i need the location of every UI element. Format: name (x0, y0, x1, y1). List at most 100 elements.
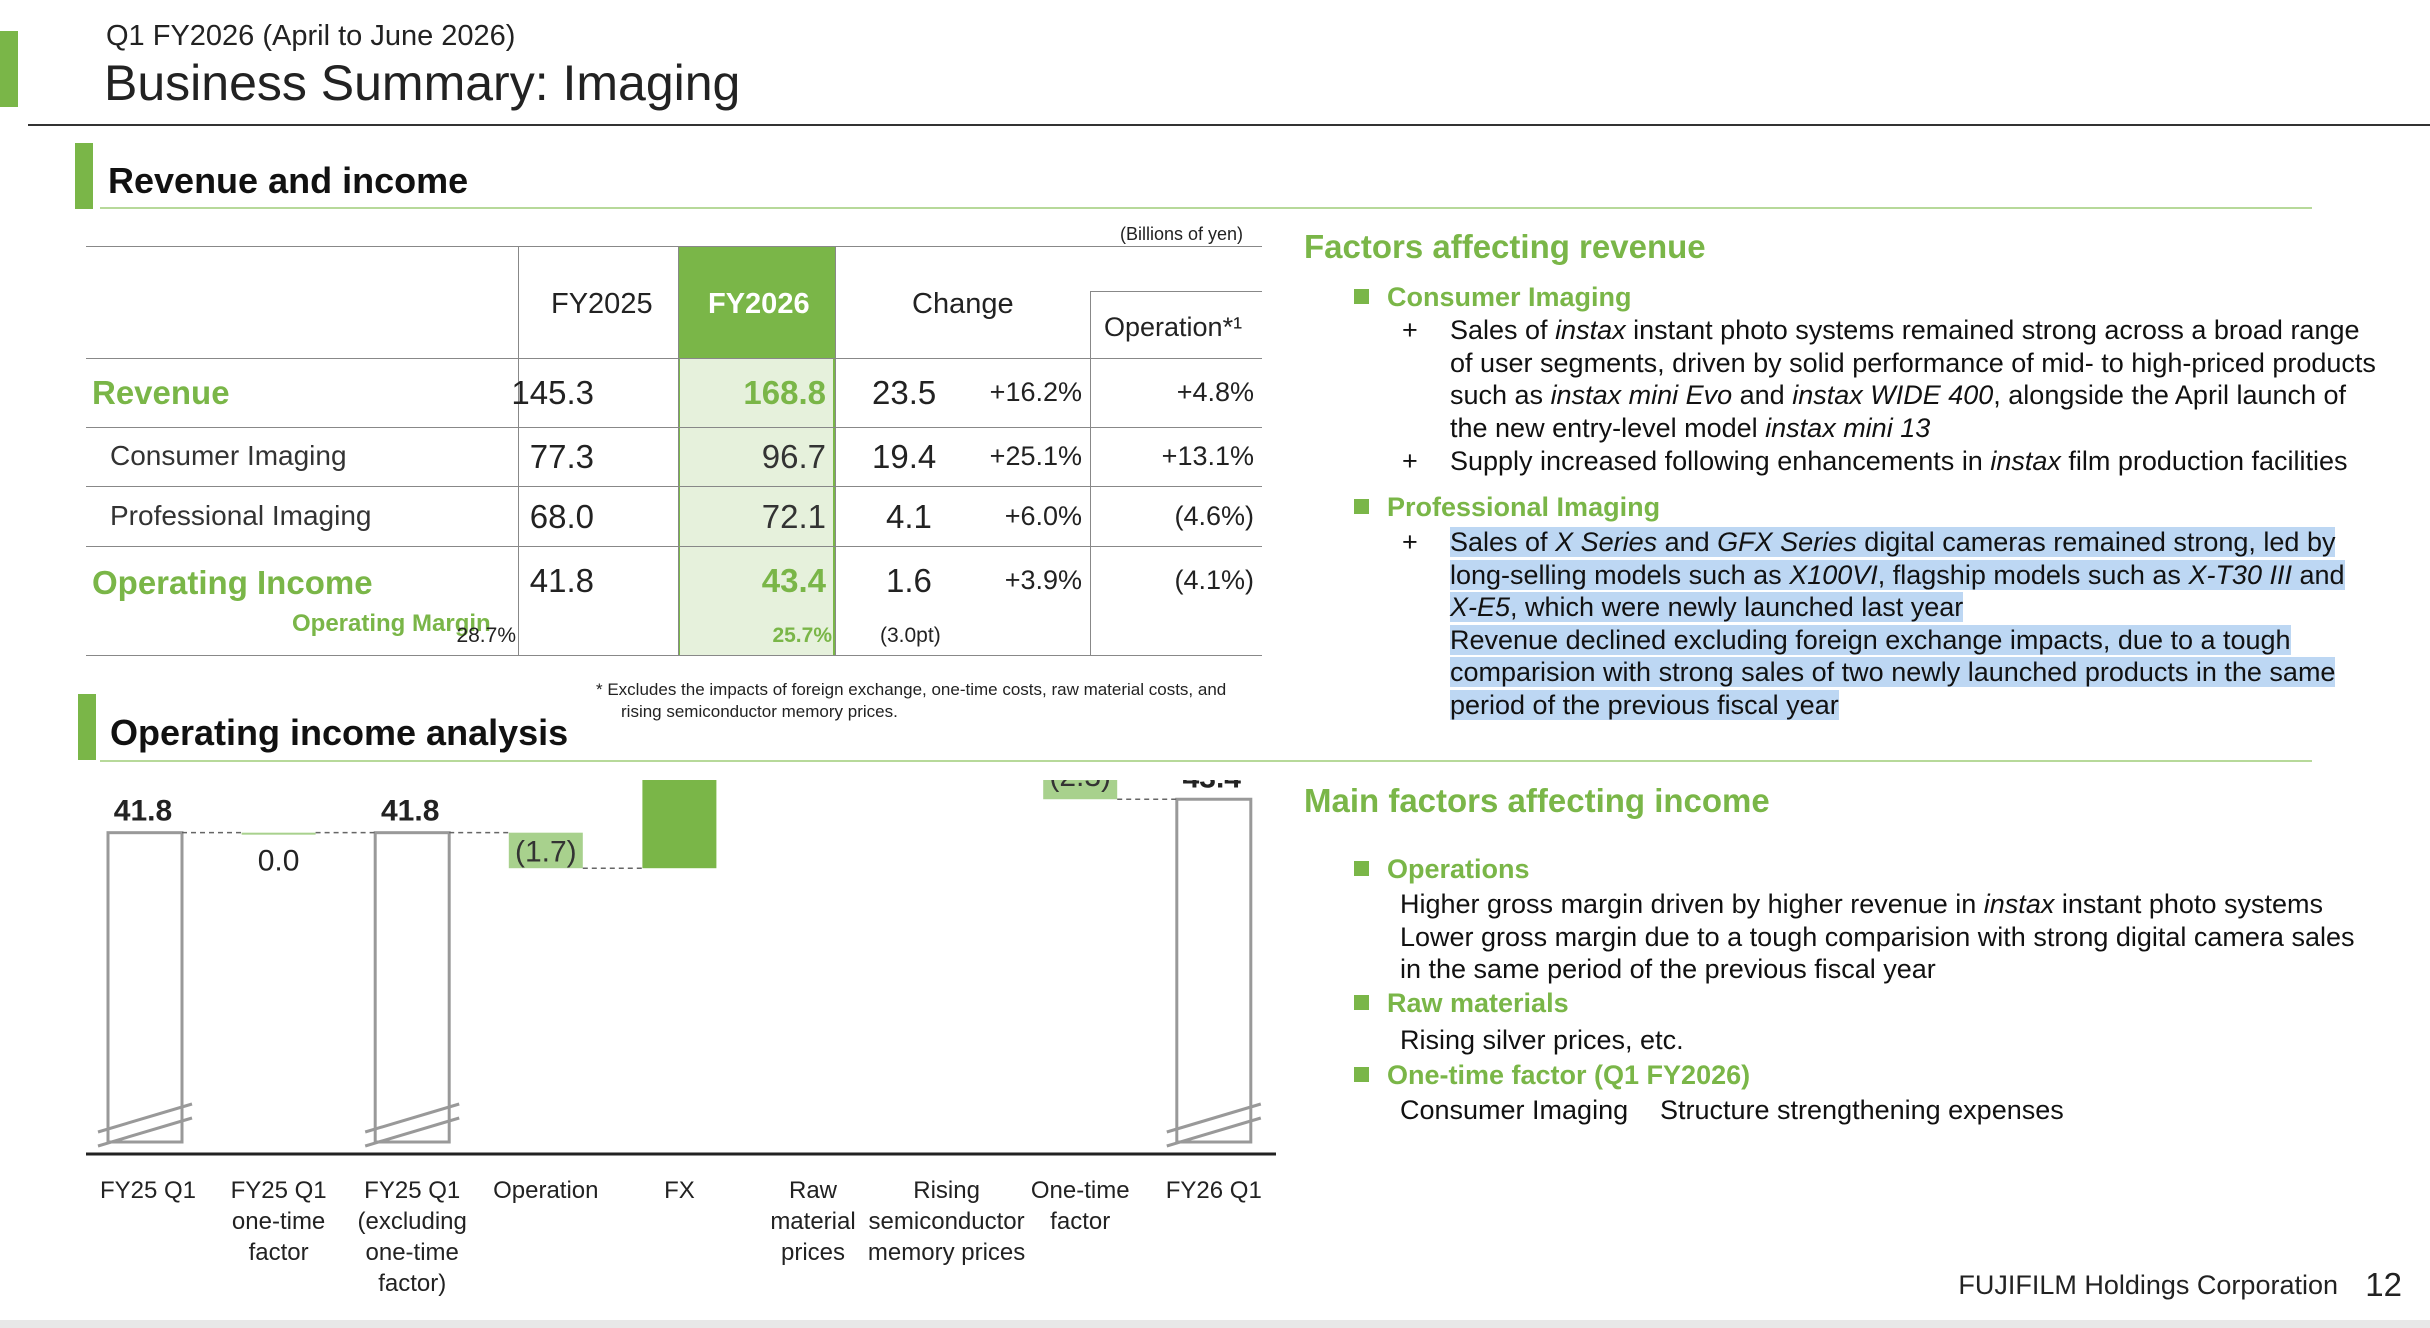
waterfall-category-label: Raw material prices (770, 1177, 855, 1266)
professional-fy2026: 72.1 (761, 498, 826, 535)
waterfall-bar-decrease (508, 832, 583, 869)
professional-change-pct: +6.0% (1004, 501, 1082, 531)
revenue-table: FY2025 FY2026 Change Operation*¹ Revenue… (86, 246, 1262, 656)
axis-break-mark (364, 1102, 460, 1134)
factors-revenue-title: Factors affecting revenue (1304, 228, 1706, 265)
consumer-operation: +13.1% (1161, 441, 1254, 471)
professional-imaging-heading: Professional Imaging (1354, 492, 1660, 523)
margin-fy2025: 28.7% (456, 624, 516, 647)
row-label-operating-margin: Operating Margin (292, 610, 491, 637)
col-header-change: Change (912, 288, 1014, 320)
operating-income-fy2026: 43.4 (761, 562, 826, 599)
one-time-segment: Consumer Imaging (1400, 1095, 1629, 1125)
revenue-change: 23.5 (872, 374, 937, 411)
raw-materials-heading: Raw materials (1354, 988, 1569, 1019)
units-label: (Billions of yen) (1120, 224, 1244, 244)
waterfall-value-label: 0.0 (258, 845, 300, 878)
row-label-professional: Professional Imaging (110, 500, 372, 531)
consumer-fy2026: 96.7 (761, 438, 826, 475)
axis-break-mark (1166, 1116, 1262, 1148)
col-header-operation: Operation*¹ (1104, 312, 1243, 342)
waterfall-value-label: 43.4 (1183, 780, 1242, 794)
revenue-section-rule (100, 207, 2312, 209)
fy2026-header-bg (678, 246, 835, 358)
page-title: Business Summary: Imaging (104, 55, 741, 111)
text-line: Sales of instax instant photo systems re… (1450, 315, 2360, 345)
bottom-scroll-bar (0, 1320, 2430, 1328)
page-period: Q1 FY2026 (April to June 2026) (106, 20, 516, 52)
revenue-change-pct: +16.2% (989, 377, 1082, 407)
one-time-text: Structure strengthening expenses (1660, 1095, 2064, 1125)
waterfall-bar-decrease (241, 832, 316, 835)
waterfall-bar-total (1175, 797, 1253, 1144)
consumer-bullet-2: Supply increased following enhancements … (1450, 445, 2348, 478)
waterfall-category-label: Operation (493, 1177, 598, 1204)
professional-operation: (4.6%) (1174, 501, 1254, 531)
professional-bullet-1: Sales of X Series and GFX Series digital… (1450, 526, 2345, 721)
consumer-imaging-heading: Consumer Imaging (1354, 282, 1632, 313)
waterfall-bar-increase (642, 780, 717, 869)
plus-bullet-icon: + (1402, 315, 1418, 345)
waterfall-category-label: FY26 Q1 (1166, 1177, 1262, 1204)
text-line: period of the previous fiscal year (1450, 689, 1839, 720)
waterfall-category-label: Rising semiconductor memory prices (868, 1177, 1025, 1266)
square-bullet-icon (1354, 1067, 1369, 1083)
axis-break-mark (97, 1102, 193, 1134)
axis-break-mark (1166, 1102, 1262, 1134)
plus-bullet-icon: + (1402, 527, 1418, 557)
margin-fy2026: 25.7% (772, 624, 832, 647)
col-header-fy2025: FY2025 (551, 288, 653, 320)
fy2026-column-bg (678, 358, 835, 656)
axis-break-mark (97, 1116, 193, 1148)
table-footnote-line1: * Excludes the impacts of foreign exchan… (596, 680, 1227, 699)
analysis-section-accent (78, 694, 96, 760)
operating-income-change: 1.6 (886, 562, 932, 599)
waterfall-bar-decrease (1043, 780, 1118, 800)
text-line: Sales of X Series and GFX Series digital… (1450, 527, 2336, 557)
professional-change: 4.1 (886, 498, 932, 535)
text-line: Higher gross margin driven by higher rev… (1400, 889, 2323, 919)
col-header-fy2026: FY2026 (708, 288, 810, 320)
revenue-operation: +4.8% (1176, 377, 1254, 407)
waterfall-category-label: FY25 Q1 (excluding one-time factor) (357, 1177, 466, 1297)
text-line: in the same period of the previous fisca… (1400, 954, 1936, 984)
waterfall-category-label: One-time factor (1031, 1177, 1130, 1235)
consumer-bullet-1: Sales of instax instant photo systems re… (1450, 314, 2376, 444)
margin-change: (3.0pt) (880, 624, 941, 647)
waterfall-bar-total (373, 831, 451, 1144)
revenue-section-title: Revenue and income (108, 160, 469, 201)
row-label-consumer: Consumer Imaging (110, 440, 347, 471)
text-line: Revenue declined excluding foreign excha… (1450, 624, 2291, 655)
professional-fy2025: 68.0 (529, 498, 594, 535)
square-bullet-icon (1354, 289, 1369, 305)
page-number: 12 (2365, 1266, 2402, 1303)
operations-text: Higher gross margin driven by higher rev… (1400, 888, 2354, 986)
one-time-factor-heading: One-time factor (Q1 FY2026) (1354, 1060, 1750, 1091)
waterfall-category-label: FY25 Q1 (100, 1177, 196, 1204)
text-line: such as instax mini Evo and instax WIDE … (1450, 380, 2347, 410)
raw-materials-text: Rising silver prices, etc. (1400, 1025, 1684, 1055)
text-line: of user segments, driven by solid perfor… (1450, 347, 2376, 378)
waterfall-category-label: FY25 Q1 one-time factor (231, 1177, 327, 1266)
waterfall-value-label: 41.8 (381, 795, 439, 828)
operations-heading: Operations (1354, 854, 1530, 885)
consumer-change-pct: +25.1% (989, 441, 1082, 471)
revenue-fy2025: 145.3 (511, 374, 594, 411)
text-line: Lower gross margin due to a tough compar… (1400, 921, 2355, 952)
square-bullet-icon (1354, 499, 1369, 515)
waterfall-value-label: (1.7) (515, 835, 577, 868)
operating-income-change-pct: +3.9% (1004, 565, 1082, 595)
text-line: Supply increased following enhancements … (1450, 446, 2348, 476)
text-line: X-E5, which were newly launched last yea… (1450, 592, 1964, 622)
square-bullet-icon (1354, 861, 1369, 877)
operating-income-waterfall-chart: 41.80.041.8(1.7)10.6(2.6)(2.4)(2.3)43.4F… (86, 780, 1276, 1297)
operating-income-operation: (4.1%) (1174, 565, 1254, 595)
factors-income-title: Main factors affecting income (1304, 782, 1770, 819)
revenue-section-accent (75, 143, 93, 209)
consumer-change: 19.4 (872, 438, 937, 475)
text-line: comparision with strong sales of two new… (1450, 657, 2336, 687)
axis-break-mark (364, 1116, 460, 1148)
consumer-fy2025: 77.3 (529, 438, 594, 475)
plus-bullet-icon: + (1402, 446, 1418, 476)
waterfall-bar-total (106, 831, 184, 1144)
